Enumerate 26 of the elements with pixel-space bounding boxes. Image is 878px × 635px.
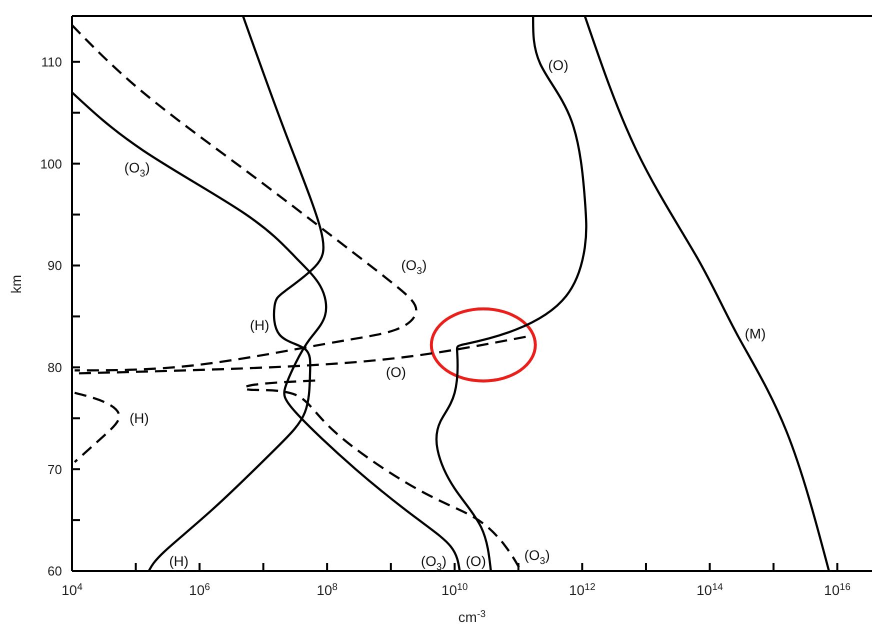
y-tick-label: 110 xyxy=(41,54,62,70)
annotation: (O) xyxy=(466,552,486,569)
annotation: (O) xyxy=(548,56,568,73)
annotation: (O$_{3}$) xyxy=(401,256,427,277)
x-tick-label: 10$^{12}$ xyxy=(568,582,596,598)
y-tick-label: 80 xyxy=(48,360,62,375)
y-axis-title: km xyxy=(8,274,24,294)
x-tick-label: 10$^{10}$ xyxy=(441,582,468,598)
annotation: (M) xyxy=(744,325,766,342)
x-axis-title: cm$^{-3}$ xyxy=(458,608,486,625)
x-tick-label: 10$^{4}$ xyxy=(61,582,84,598)
annotation: (O$_{3}$) xyxy=(124,159,150,180)
annotation: (O$_{3}$) xyxy=(524,546,550,568)
x-tick-label: 10$^{6}$ xyxy=(189,582,211,598)
annotation: (O) xyxy=(386,364,406,380)
x-tick-label: 10$^{8}$ xyxy=(316,582,338,598)
y-tick-label: 70 xyxy=(48,462,62,477)
annotation: (O$_{3}$) xyxy=(420,552,447,574)
annotation: (H) xyxy=(169,552,189,569)
x-tick-label: 10$^{16}$ xyxy=(824,582,852,598)
y-tick-label: 90 xyxy=(48,258,62,274)
x-tick-label: 10$^{14}$ xyxy=(696,582,724,598)
y-tick-label: 60 xyxy=(48,564,62,579)
annotation: (H) xyxy=(250,316,270,333)
annotation: (H) xyxy=(130,410,149,426)
y-tick-label: 100 xyxy=(40,156,62,172)
